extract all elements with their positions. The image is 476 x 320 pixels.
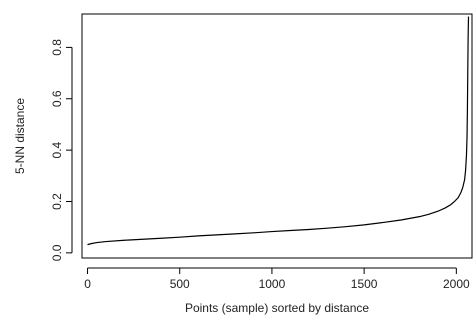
y-tick-label: 0.0 [50, 244, 64, 261]
y-tick-label: 0.6 [50, 90, 64, 107]
y-tick-label: 0.4 [50, 141, 64, 158]
plot-frame [81, 13, 473, 259]
y-axis: 0.0 0.2 0.4 0.6 0.8 [50, 39, 73, 261]
x-tick-label: 1500 [351, 277, 378, 291]
series-line [87, 16, 470, 246]
x-axis-title: Points (sample) sorted by distance [185, 301, 369, 315]
x-axis: 0 500 1000 1500 2000 [84, 267, 470, 291]
x-tick-label: 500 [170, 277, 190, 291]
x-tick-label: 0 [84, 277, 91, 291]
y-tick-label: 0.2 [50, 193, 64, 210]
y-axis-title: 5-NN distance [13, 98, 27, 174]
x-tick-label: 1000 [259, 277, 286, 291]
x-tick-label: 2000 [443, 277, 470, 291]
y-tick-label: 0.8 [50, 39, 64, 56]
